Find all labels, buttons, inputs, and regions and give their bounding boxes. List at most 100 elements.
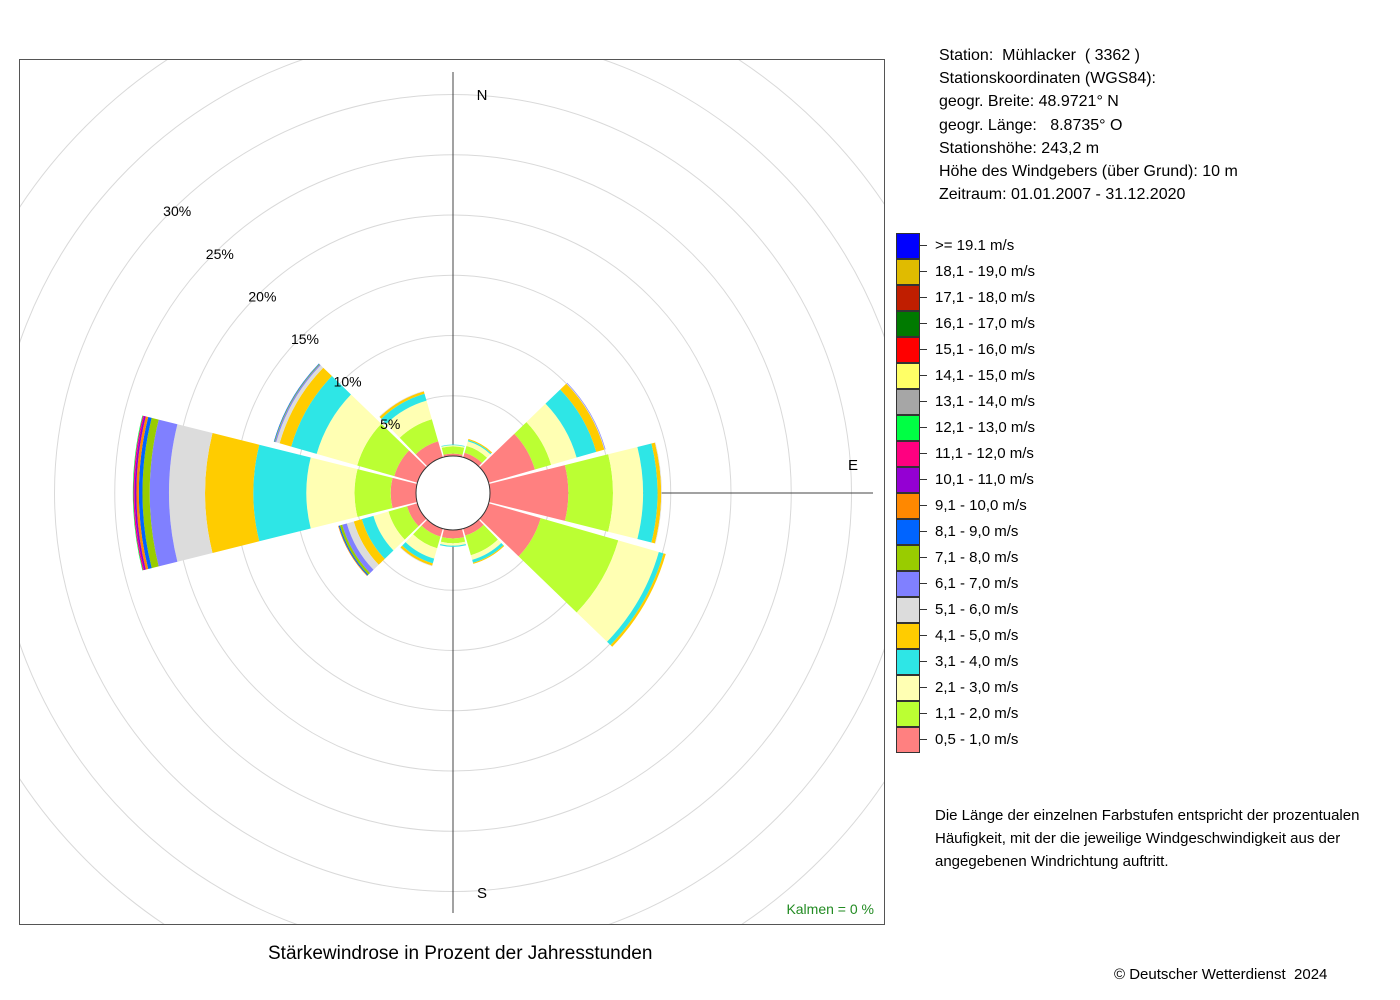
- legend-label: 3,1 - 4,0 m/s: [935, 653, 1019, 670]
- ring-label: 10%: [334, 374, 362, 390]
- legend-tick: [920, 609, 927, 610]
- legend-item: 13,1 - 14,0 m/s: [896, 389, 1376, 415]
- legend-tick: [920, 453, 927, 454]
- legend-swatch: [896, 519, 920, 545]
- legend-label: 5,1 - 6,0 m/s: [935, 601, 1019, 618]
- wind-sector-segment: [407, 503, 427, 527]
- wind-sector-segment: [467, 440, 492, 455]
- legend-label: 4,1 - 5,0 m/s: [935, 627, 1019, 644]
- legend-item: 9,1 - 10,0 m/s: [896, 493, 1376, 519]
- wind-sector-segment: [402, 542, 435, 564]
- note-line: angegebenen Windrichtung auftritt.: [935, 853, 1169, 870]
- direction-label-s: S: [477, 885, 487, 902]
- wind-sector-segment: [133, 415, 145, 571]
- wind-sector-segment: [388, 506, 419, 540]
- legend-tick: [920, 375, 927, 376]
- legend-label: 0,5 - 1,0 m/s: [935, 731, 1019, 748]
- wind-sector-segment: [468, 438, 493, 454]
- legend-label: 9,1 - 10,0 m/s: [935, 497, 1027, 514]
- legend-item: 2,1 - 3,0 m/s: [896, 675, 1376, 701]
- legend-tick: [920, 661, 927, 662]
- wind-sector-segment: [479, 503, 541, 557]
- wind-sector-segment: [399, 419, 439, 455]
- wind-rose-svg: 5% 10% 15% 20% 25% 30% N E S Kalmen = 0 %: [20, 60, 884, 924]
- legend-swatch: [896, 571, 920, 597]
- wind-sector-segment: [514, 422, 552, 470]
- period-text: Zeitraum: 01.01.2007 - 31.12.2020: [939, 186, 1186, 204]
- legend-tick: [920, 349, 927, 350]
- wind-sector-segment: [488, 465, 569, 521]
- legend-label: >= 19.1 m/s: [935, 237, 1015, 254]
- wind-sector-segment: [564, 454, 613, 532]
- wind-sector-segment: [608, 447, 644, 539]
- legend-label: 2,1 - 3,0 m/s: [935, 679, 1019, 696]
- legend-label: 14,1 - 15,0 m/s: [935, 367, 1036, 384]
- legend-label: 7,1 - 8,0 m/s: [935, 549, 1019, 566]
- legend-swatch: [896, 545, 920, 571]
- wind-sector-segment: [291, 376, 351, 454]
- legend-item: >= 19.1 m/s: [896, 233, 1376, 259]
- legend-tick: [920, 479, 927, 480]
- wind-sector-segment: [306, 457, 358, 529]
- wind-sector-segment: [466, 441, 491, 458]
- legend-item: 4,1 - 5,0 m/s: [896, 623, 1376, 649]
- wind-sector-segment: [400, 545, 433, 566]
- legend-item: 15,1 - 16,0 m/s: [896, 337, 1376, 363]
- wind-sector-segment: [357, 423, 410, 477]
- speed-legend: >= 19.1 m/s 18,1 - 19,0 m/s 17,1 - 18,0 m/…: [896, 233, 1376, 753]
- legend-item: 6,1 - 7,0 m/s: [896, 571, 1376, 597]
- legend-label: 6,1 - 7,0 m/s: [935, 575, 1019, 592]
- wind-sector-segment: [421, 519, 443, 537]
- legend-swatch: [896, 441, 920, 467]
- wind-sector-segment: [381, 393, 427, 424]
- wind-sector-segment: [440, 541, 466, 546]
- wind-sector-segment: [526, 403, 577, 465]
- wind-rose-plot: 5% 10% 15% 20% 25% 30% N E S Kalmen = 0 %: [19, 59, 885, 925]
- ring-label: 15%: [291, 331, 319, 347]
- explanation-note: Die Länge der einzelnen Farbstufen entsp…: [935, 804, 1359, 873]
- wind-sector-segment: [132, 415, 143, 571]
- ring-label: 30%: [163, 203, 191, 219]
- wind-sector-segment: [205, 433, 260, 553]
- direction-label-e: E: [848, 457, 858, 474]
- wind-sector-segment: [136, 416, 149, 570]
- wind-sector-segment: [394, 450, 427, 483]
- wind-sector-segment: [440, 537, 466, 544]
- wind-sector-segment: [560, 383, 605, 452]
- legend-label: 16,1 - 17,0 m/s: [935, 315, 1036, 332]
- legend-tick: [920, 297, 927, 298]
- wind-sector-segment: [441, 444, 465, 447]
- wind-sector-segment: [142, 417, 159, 569]
- legend-item: 0,5 - 1,0 m/s: [896, 727, 1376, 753]
- wind-sector-segment: [405, 534, 438, 559]
- ring-label: 5%: [380, 416, 400, 432]
- wind-sector-segment: [138, 417, 152, 569]
- legend-label: 12,1 - 13,0 m/s: [935, 419, 1036, 436]
- legend-swatch: [896, 415, 920, 441]
- latitude-text: geogr. Breite: 48.9721° N: [939, 93, 1119, 111]
- legend-tick: [920, 401, 927, 402]
- wind-sector-segment: [316, 394, 382, 466]
- calm-circle: [415, 455, 491, 531]
- legend-swatch: [896, 649, 920, 675]
- legend-swatch: [896, 623, 920, 649]
- wind-sector-segment: [607, 552, 664, 646]
- wind-sector-segment: [470, 539, 502, 560]
- elevation-text: Stationshöhe: 243,2 m: [939, 139, 1100, 157]
- wind-sector-segment: [545, 389, 597, 458]
- legend-item: 11,1 - 12,0 m/s: [896, 441, 1376, 467]
- legend-swatch: [896, 311, 920, 337]
- wind-sector-segment: [463, 452, 483, 467]
- wind-sector-segment: [472, 543, 504, 563]
- wind-sector-segment: [342, 523, 374, 574]
- wind-sector-segment: [651, 442, 662, 544]
- wind-sector-segment: [276, 365, 324, 444]
- wind-sector-segment: [441, 445, 465, 448]
- legend-label: 15,1 - 16,0 m/s: [935, 341, 1036, 358]
- direction-label-n: N: [477, 87, 488, 104]
- wind-sector-segment: [479, 433, 535, 483]
- wind-sector-segment: [464, 445, 488, 463]
- legend-label: 13,1 - 14,0 m/s: [935, 393, 1036, 410]
- legend-label: 1,1 - 2,0 m/s: [935, 705, 1019, 722]
- wind-sector-segment: [439, 544, 467, 547]
